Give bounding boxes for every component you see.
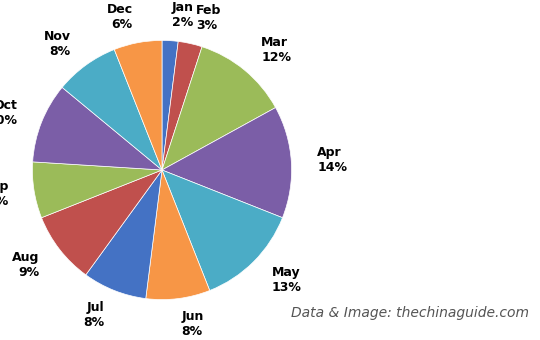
Wedge shape	[162, 41, 202, 170]
Wedge shape	[162, 107, 292, 218]
Text: Aug
9%: Aug 9%	[12, 251, 39, 279]
Wedge shape	[162, 47, 275, 170]
Wedge shape	[32, 162, 162, 218]
Text: Data & Image: thechinaguide.com: Data & Image: thechinaguide.com	[291, 306, 529, 320]
Text: Feb
3%: Feb 3%	[196, 4, 221, 32]
Wedge shape	[42, 170, 162, 275]
Wedge shape	[86, 170, 162, 299]
Text: Sep
7%: Sep 7%	[0, 180, 9, 208]
Wedge shape	[146, 170, 210, 300]
Text: Dec
6%: Dec 6%	[107, 3, 133, 31]
Wedge shape	[162, 170, 282, 290]
Text: Nov
8%: Nov 8%	[44, 30, 71, 58]
Wedge shape	[114, 40, 162, 170]
Wedge shape	[162, 40, 178, 170]
Text: May
13%: May 13%	[272, 266, 302, 294]
Wedge shape	[62, 50, 162, 170]
Text: Apr
14%: Apr 14%	[317, 146, 347, 174]
Text: Jan
2%: Jan 2%	[172, 1, 194, 29]
Wedge shape	[32, 87, 162, 170]
Text: Jul
8%: Jul 8%	[84, 301, 105, 328]
Text: Oct
10%: Oct 10%	[0, 99, 17, 127]
Text: Jun
8%: Jun 8%	[181, 310, 204, 338]
Text: Mar
12%: Mar 12%	[261, 36, 291, 64]
